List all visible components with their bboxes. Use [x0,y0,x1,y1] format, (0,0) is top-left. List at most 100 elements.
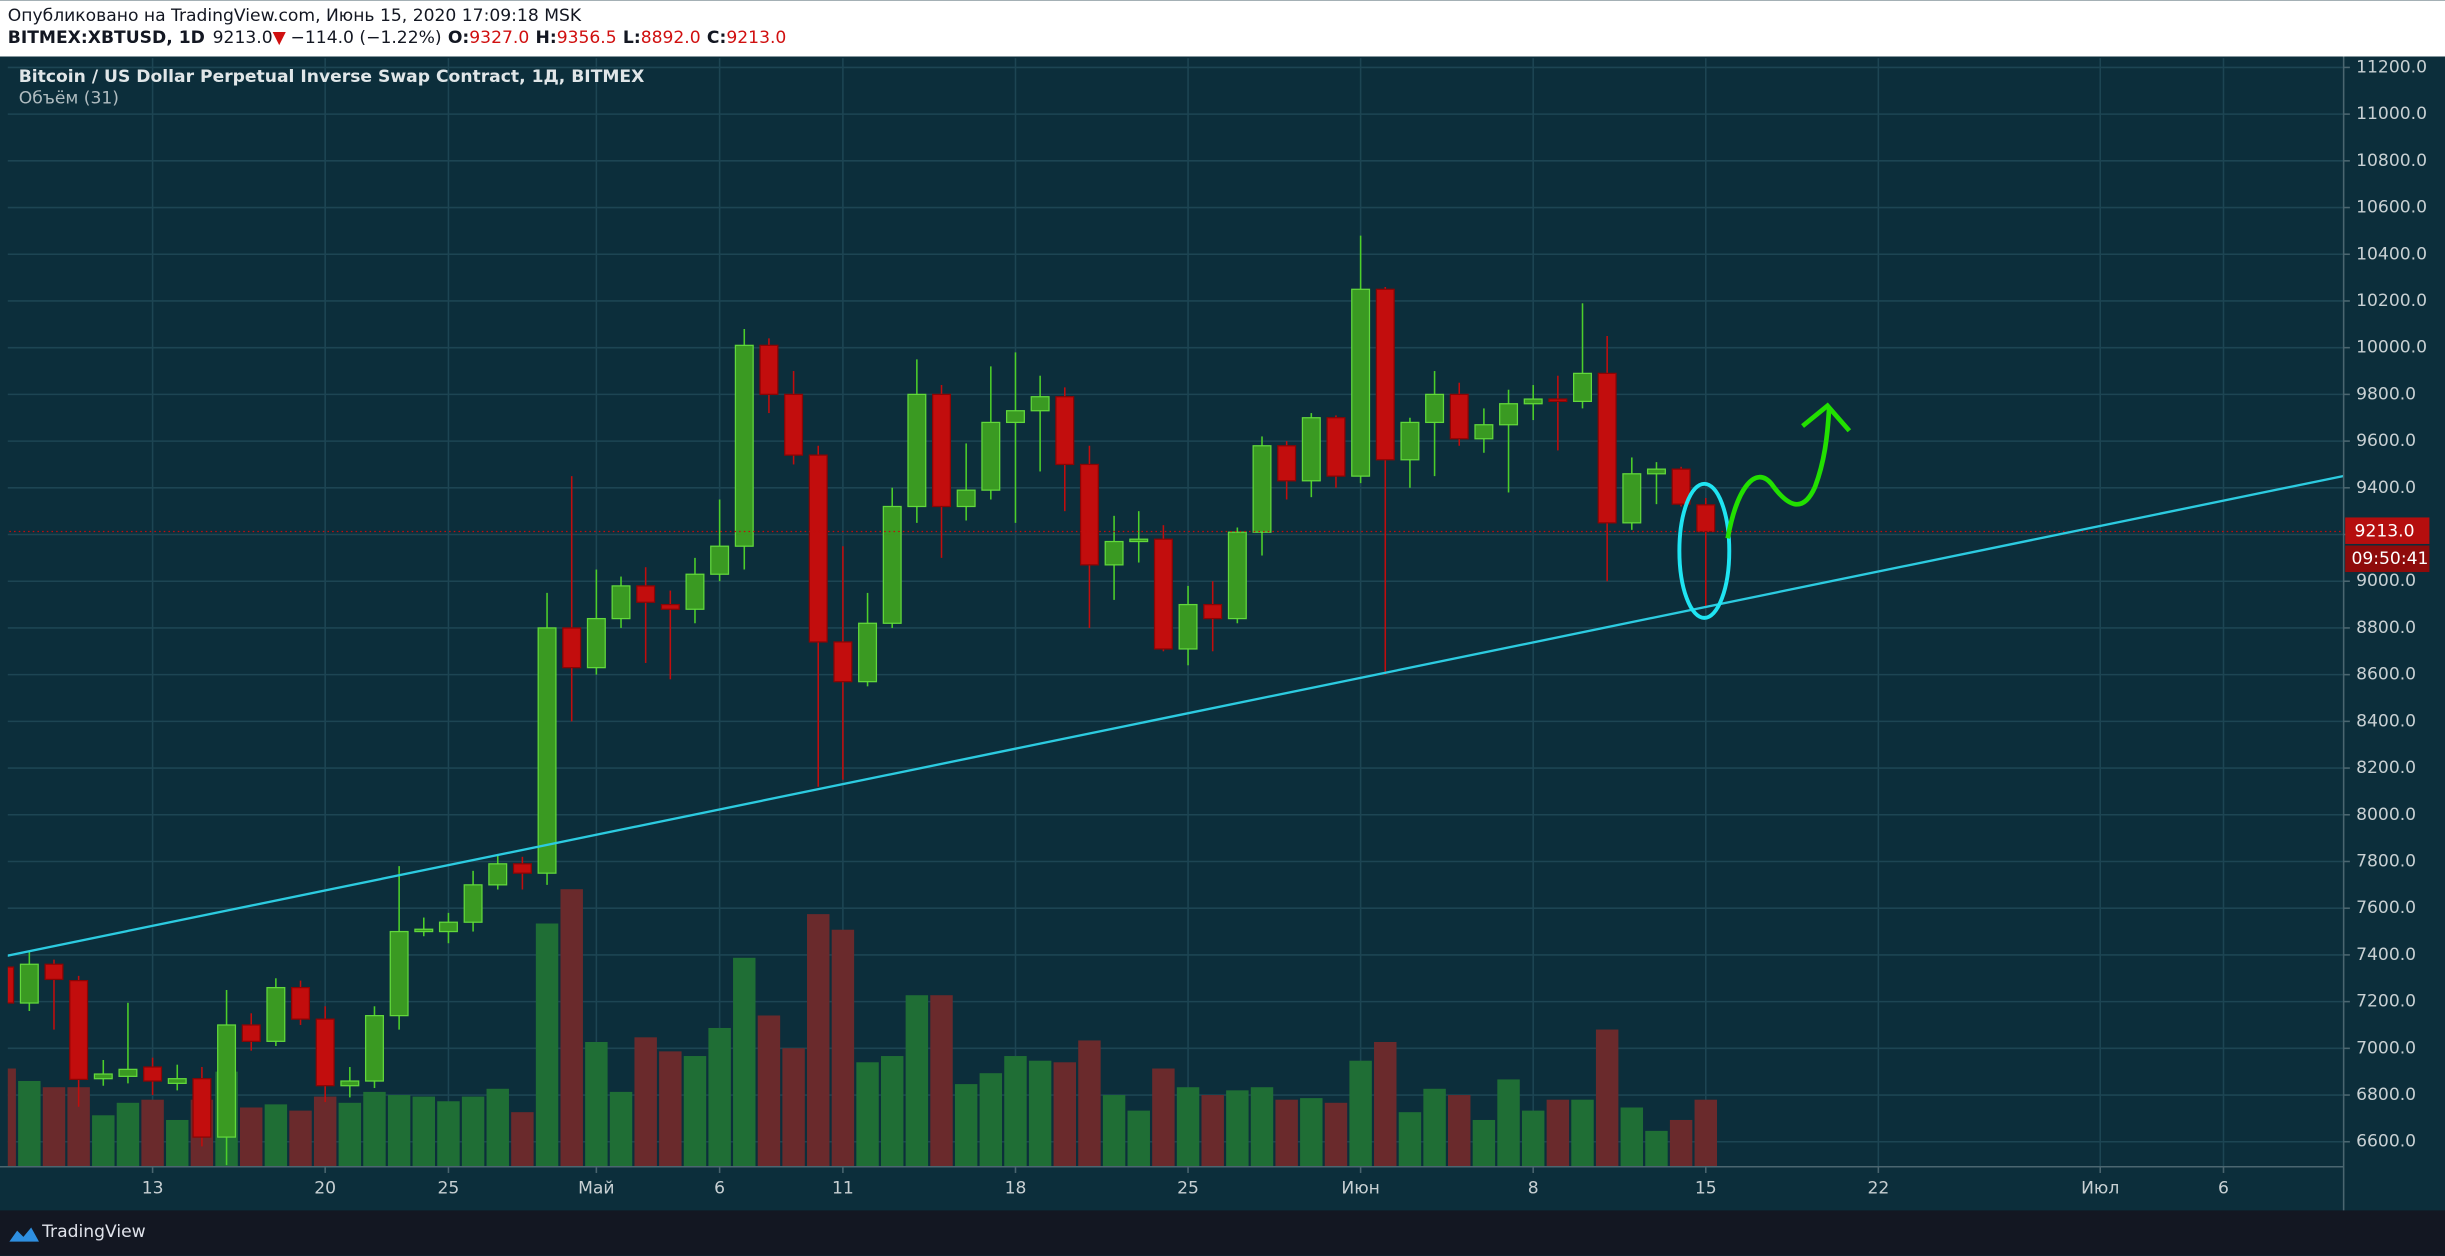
candle-body [1055,396,1075,466]
volume-bar [733,957,756,1167]
arrow: ▼ [273,28,287,48]
candle-body [710,545,730,575]
candle-body [611,585,631,620]
candle-body [981,421,1001,491]
candle-body [1104,540,1124,566]
candle-body [636,585,656,603]
candle-body [882,505,902,624]
volume-bar [412,1096,436,1167]
volume-bar [905,995,929,1167]
volume-bar [1472,1119,1496,1167]
countdown-label: 09:50:41 [2351,549,2428,569]
footer-brand: TradingView [41,1222,146,1242]
volume-bar [1102,1095,1126,1167]
y-tick-label: 10400.0 [2356,244,2427,264]
h-value: 9356.5 [557,28,617,48]
chart-bg [0,56,2445,1211]
volume-bar [1546,1099,1570,1167]
volume-bar [930,995,953,1167]
volume-bar [42,1087,66,1167]
volume-bar [166,1119,189,1167]
volume-bar [1127,1110,1150,1167]
y-tick-label: 9000.0 [2356,571,2416,591]
volume-bar [1669,1119,1693,1167]
y-tick-label: 11200.0 [2356,57,2427,77]
l-label: L: [623,28,641,48]
o-value: 9327.0 [469,28,529,48]
candle-body [685,573,705,610]
volume-bar [1620,1107,1644,1167]
candle-body [1646,468,1666,475]
candle-body [167,1078,187,1084]
volume-bar [1497,1079,1520,1167]
chart-title: Bitcoin / US Dollar Perpetual Inverse Sw… [19,67,645,87]
y-tick-label: 9600.0 [2356,431,2416,451]
y-tick-label: 6600.0 [2356,1132,2416,1152]
y-tick-label: 7000.0 [2356,1038,2416,1058]
plot [7,58,2344,1167]
x-tick-label: 25 [438,1179,460,1199]
x-tick-label: 6 [2218,1179,2229,1199]
candle-body [1129,538,1149,543]
candle-body [93,1073,113,1080]
x-tick-label: 15 [1695,1179,1717,1199]
y-tick-label: 7400.0 [2356,945,2416,965]
candle-body [1548,398,1568,403]
candle-body [660,603,680,610]
o-label: O: [448,28,469,48]
volume-bar [1053,1062,1077,1167]
candle-body [1277,445,1297,482]
volume-bar [1176,1087,1200,1167]
volume-bar [486,1088,509,1167]
candle-body [1375,288,1395,461]
volume-bar [1275,1099,1298,1167]
x-tick-label: 8 [1528,1179,1539,1199]
volume-bar [585,1041,608,1167]
trend-line [7,474,2344,957]
candle-body [1227,531,1247,620]
volume-bar [1645,1130,1668,1167]
volume-bar [535,923,559,1167]
volume-bar [363,1091,386,1167]
arrow-head [1801,402,1852,433]
drawings [7,402,2344,957]
candle-body [19,963,39,1004]
candle-body [1030,396,1050,412]
volume-bar [1300,1098,1323,1167]
candle-body [833,641,853,683]
x-tick-label: 13 [142,1179,164,1199]
candle-body [44,963,64,981]
volume-bar [116,1102,140,1167]
candle-body [512,863,532,874]
volume-bar [289,1110,312,1167]
candle-body [1005,410,1025,424]
volume-bar [634,1037,657,1167]
volume-bar [7,1068,16,1167]
candle-body [784,393,804,456]
x-tick-label: Июл [2081,1179,2119,1199]
x-tick-label: 11 [832,1179,854,1199]
volume-bar [1423,1088,1446,1167]
candle-body [69,979,89,1081]
candle-body [1696,504,1716,533]
candle-body [143,1066,163,1082]
volume-bar [560,889,583,1167]
candle-body [1449,393,1469,440]
x-tick-label: 6 [714,1179,725,1199]
footer-bg [0,1210,2445,1256]
y-tick-label: 9400.0 [2356,478,2416,498]
volume-bar [1595,1029,1619,1167]
logo-icon [9,1227,39,1242]
symbol: BITMEX:XBTUSD, 1D [8,28,205,48]
volume-bar [1226,1090,1249,1167]
x-tick-label: Май [578,1179,614,1199]
header-bg [0,0,2445,57]
countdown-box [2345,545,2430,573]
candle-body [1178,603,1198,650]
y-tick-label: 8000.0 [2356,805,2416,825]
volume-bar [1004,1056,1027,1167]
candle-body [217,1024,237,1138]
candle-body [315,1018,335,1087]
candle-body [414,928,434,933]
